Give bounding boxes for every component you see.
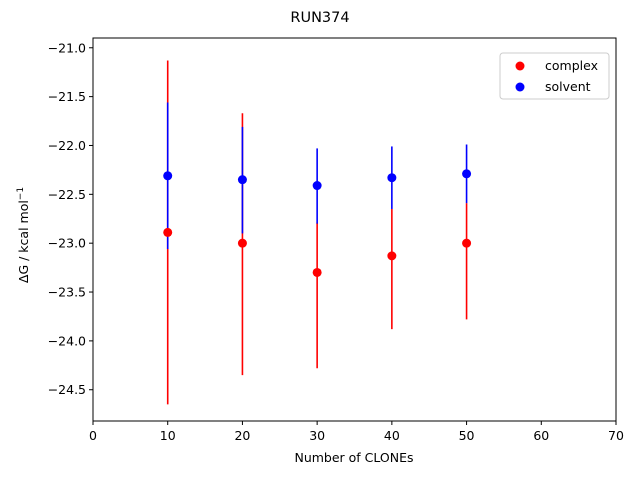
- data-point-solvent: [387, 173, 397, 183]
- data-point-complex: [312, 267, 322, 277]
- data-point-complex: [163, 227, 173, 237]
- y-tick-label: −21.5: [48, 89, 86, 104]
- y-axis-label: ΔG / kcal mol−1: [16, 187, 31, 283]
- data-point-complex: [237, 238, 247, 248]
- x-tick-label: 10: [160, 428, 176, 443]
- x-tick-label: 70: [608, 428, 624, 443]
- x-tick-label: 40: [384, 428, 400, 443]
- x-tick-label: 0: [89, 428, 97, 443]
- plot-area: [163, 60, 472, 405]
- chart-title: RUN374: [290, 10, 349, 26]
- data-point-complex: [462, 238, 472, 248]
- legend-label-complex: complex: [545, 58, 598, 73]
- y-tick-label: −23.0: [48, 236, 86, 251]
- legend-box: [499, 52, 610, 100]
- y-tick-label: −24.5: [48, 382, 86, 397]
- y-tick-label: −23.5: [48, 285, 86, 300]
- y-tick-label: −22.0: [48, 138, 86, 153]
- x-axis: 0 10 20 30 40 50 60 70: [89, 421, 624, 443]
- data-point-solvent: [312, 181, 322, 191]
- y-axis-label-main: ΔG / kcal mol: [16, 200, 31, 283]
- data-point-solvent: [237, 175, 247, 185]
- y-tick-label: −21.0: [48, 40, 86, 55]
- y-axis-label-sup: −1: [16, 187, 26, 200]
- y-tick-label: −22.5: [48, 187, 86, 202]
- legend-label-solvent: solvent: [545, 79, 591, 94]
- legend: complex solvent: [499, 52, 610, 100]
- x-axis-label: Number of CLONEs: [294, 450, 413, 465]
- x-tick-label: 20: [234, 428, 250, 443]
- x-tick-label: 30: [309, 428, 325, 443]
- x-tick-label: 60: [533, 428, 549, 443]
- y-tick-label: −24.0: [48, 333, 86, 348]
- legend-marker-complex: [515, 61, 525, 71]
- axes-frame: [92, 37, 617, 422]
- data-point-complex: [387, 251, 397, 261]
- y-axis: −21.0 −21.5 −22.0 −22.5 −23.0 −23.5 −24.0 −24.5: [48, 40, 93, 397]
- legend-marker-solvent: [515, 82, 525, 92]
- data-point-solvent: [163, 171, 173, 181]
- x-tick-label: 50: [459, 428, 475, 443]
- data-point-solvent: [462, 169, 472, 179]
